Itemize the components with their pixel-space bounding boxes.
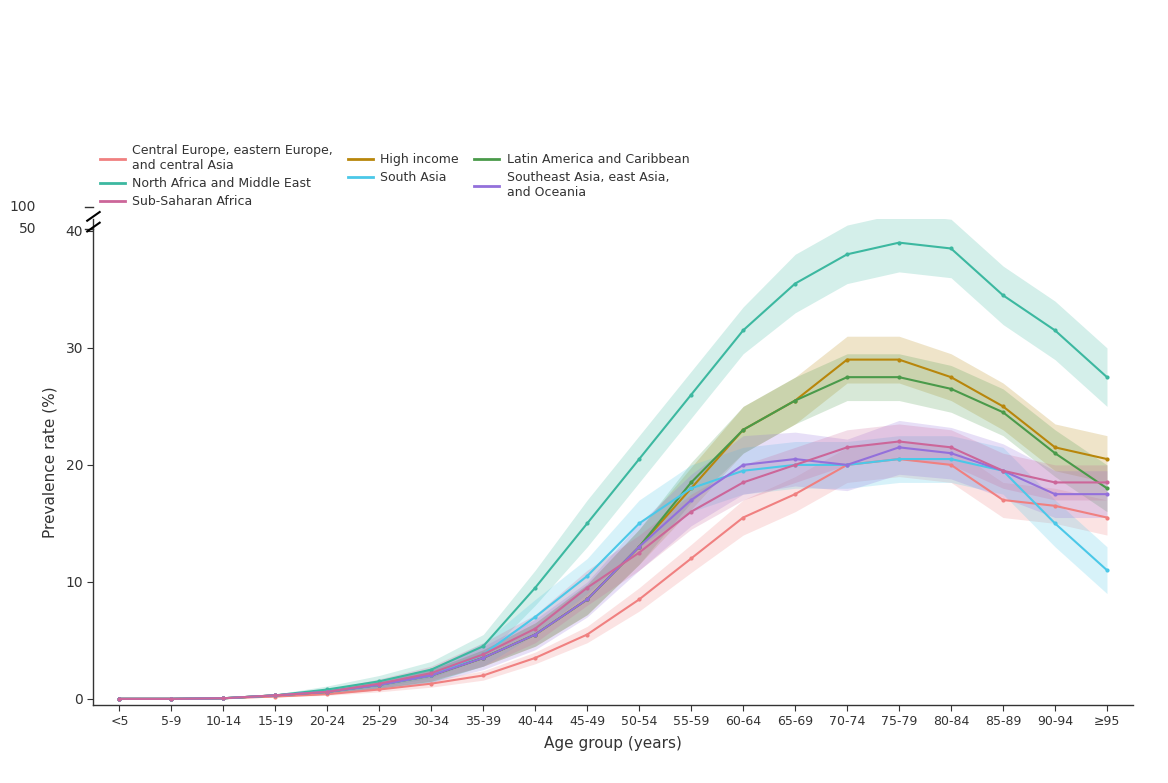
X-axis label: Age group (years): Age group (years) <box>544 737 682 752</box>
Text: 100: 100 <box>9 200 36 214</box>
Y-axis label: Prevalence rate (%): Prevalence rate (%) <box>42 386 57 538</box>
Legend: Central Europe, eastern Europe,
and central Asia, North Africa and Middle East, : Central Europe, eastern Europe, and cent… <box>99 144 689 208</box>
Text: 50: 50 <box>19 222 36 236</box>
